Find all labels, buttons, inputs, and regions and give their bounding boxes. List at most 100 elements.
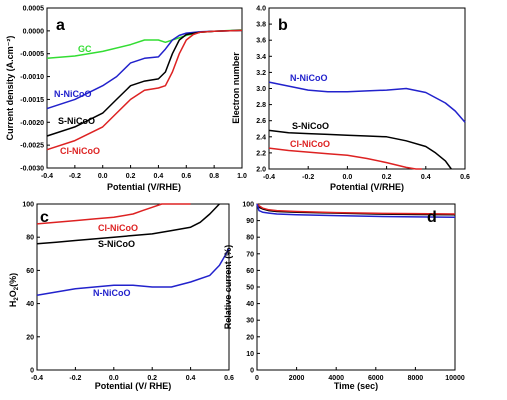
panel-c-x-tick-label: 0.6 — [224, 375, 234, 382]
panel-a-frame — [46, 7, 243, 169]
panel-d-x-tick-label: 8000 — [408, 375, 424, 382]
panel-a-y-axis-title: Current density (A.cm⁻²) — [5, 36, 15, 141]
panel-d-y-tick-label: 30 — [246, 318, 254, 325]
panel-d-y-tick-label: 20 — [246, 334, 254, 341]
panel-b-y-tick-label: 3.6 — [256, 38, 266, 45]
panel-a-label-cl-nicoo: Cl-NiCoO — [60, 146, 100, 156]
panel-c-y-tick-label: 80 — [26, 235, 34, 242]
panel-b-x-axis-title: Potential (V/RHE) — [330, 182, 404, 192]
panel-a-series-gc — [46, 29, 243, 60]
panel-d-x-axis-title: Time (sec) — [334, 381, 378, 391]
panel-b-x-tick-label: 0.0 — [343, 174, 353, 181]
panel-b-x-tick-label: 0.2 — [382, 174, 392, 181]
panel-b-y-axis-title: Electron number — [231, 52, 241, 124]
panel-c-x-tick-label: 0.2 — [147, 375, 157, 382]
panel-c-x-tick-label: 0.0 — [109, 375, 119, 382]
panel-b-y-tick-label: 3.4 — [256, 54, 266, 61]
panel-b-y-tick-label: 3.8 — [256, 22, 266, 29]
panel-d-x-tick-label: 0 — [255, 375, 259, 382]
panel-d-frame — [256, 203, 456, 371]
panel-b-label-cl-nicoo: Cl-NiCoO — [290, 139, 330, 149]
panel-a: -0.4 -0.2 0.0 0.2 0.4 0.6 0.8 1.0 0.0005 0.0000 -… — [5, 6, 247, 193]
panel-c-x-ticks: -0.4 -0.2 0.0 0.2 0.4 0.6 — [31, 367, 234, 382]
panel-a-x-tick-label: 0.2 — [126, 173, 136, 180]
panel-a-x-tick-label: 0.8 — [209, 173, 219, 180]
panel-a-y-tick-label: -0.0025 — [20, 143, 44, 150]
panel-b-y-tick-label: 3.0 — [256, 86, 266, 93]
panel-c-x-tick-label: 0.4 — [186, 375, 196, 382]
panel-b-x-tick-label: 0.6 — [460, 174, 470, 181]
panel-b-y-tick-label: 2.4 — [256, 134, 266, 141]
panel-b-y-ticks: 4.0 3.8 3.6 3.4 3.2 3.0 2.8 2.6 2.4 2.2 2.0 — [256, 6, 272, 174]
panel-c-x-tick-label: -0.4 — [31, 375, 43, 382]
panel-d-letter: d — [427, 209, 437, 226]
panel-c-x-axis-title: Potential (V/ RHE) — [95, 381, 172, 391]
panel-c-y-tick-label: 20 — [26, 334, 34, 341]
panel-c-series-cl-nicoo — [36, 203, 191, 225]
panel-a-y-tick-label: 0.0000 — [23, 28, 45, 35]
panel-c-letter: c — [40, 209, 49, 226]
panel-a-label-s-nicoo: S-NiCoO — [58, 116, 95, 126]
panel-b: -0.4 -0.2 0.0 0.2 0.4 0.6 4.0 3.8 3.6 3.4 3.2 3.0 2… — [231, 6, 470, 193]
panel-b-x-ticks: -0.4 -0.2 0.0 0.2 0.4 0.6 — [263, 166, 470, 181]
panel-b-y-tick-label: 2.0 — [256, 167, 266, 174]
panel-d-y-tick-label: 0 — [250, 368, 254, 375]
panel-c-y-tick-label: 0 — [30, 368, 34, 375]
panel-d-y-tick-label: 90 — [246, 218, 254, 225]
panel-a-x-axis-title: Potential (V/RHE) — [107, 182, 181, 192]
panel-c-frame — [36, 203, 230, 371]
panel-a-x-tick-label: 0.4 — [154, 173, 164, 180]
panel-a-y-tick-label: -0.0030 — [20, 166, 44, 173]
panel-c-y-axis-title: H2O2(%) — [8, 273, 20, 307]
panel-c-y-tick-label: 40 — [26, 301, 34, 308]
panel-d-series-s-nicoo — [256, 203, 456, 216]
panel-b-series-n-nicoo — [268, 81, 466, 123]
panel-a-letter: a — [56, 17, 65, 34]
panel-b-series-s-nicoo — [268, 129, 452, 170]
panel-c-y-ticks: 100 80 60 40 20 0 — [22, 202, 40, 375]
panel-a-x-tick-label: -0.2 — [69, 173, 81, 180]
panel-c-x-tick-label: -0.2 — [69, 375, 81, 382]
panel-d-y-tick-label: 50 — [246, 285, 254, 292]
panel-b-y-tick-label: 2.6 — [256, 118, 266, 125]
panel-d-y-tick-label: 80 — [246, 235, 254, 242]
panel-d-y-axis-title: Relative current (%) — [223, 245, 233, 330]
panel-b-y-tick-label: 3.2 — [256, 70, 266, 77]
panel-d-x-tick-label: 2000 — [289, 375, 305, 382]
panel-d-x-tick-label: 4000 — [328, 375, 344, 382]
panel-a-series-cl-nicoo — [46, 29, 243, 151]
panel-a-label-n-nicoo: N-NiCoO — [54, 89, 92, 99]
panel-d-y-tick-label: 100 — [242, 202, 254, 209]
panel-a-x-ticks: -0.4 -0.2 0.0 0.2 0.4 0.6 0.8 1.0 — [41, 165, 247, 180]
panel-d-y-tick-label: 60 — [246, 268, 254, 275]
panel-b-x-tick-label: 0.4 — [421, 174, 431, 181]
panel-a-lines — [46, 29, 243, 151]
panel-b-y-tick-label: 2.2 — [256, 150, 266, 157]
panel-b-y-tick-label: 4.0 — [256, 6, 266, 13]
panel-d: 0 2000 4000 6000 8000 10000 10090807060504030… — [223, 202, 465, 392]
panel-d-y-tick-label: 10 — [246, 351, 254, 358]
panel-a-y-tick-label: -0.0005 — [20, 51, 44, 58]
panel-c-lines — [36, 203, 230, 297]
panel-c-label-s-nicoo: S-NiCoO — [98, 239, 135, 249]
panel-d-lines — [256, 203, 456, 219]
panel-b-label-s-nicoo: S-NiCoO — [292, 121, 329, 131]
panel-c-label-n-nicoo: N-NiCoO — [93, 288, 131, 298]
panel-b-x-tick-label: -0.4 — [263, 174, 275, 181]
panel-c-y-tick-label: 100 — [22, 202, 34, 209]
panel-a-x-tick-label: 0.0 — [98, 173, 108, 180]
panel-a-y-tick-label: -0.0020 — [20, 120, 44, 127]
panel-d-y-tick-label: 70 — [246, 251, 254, 258]
panel-c-label-cl-nicoo: Cl-NiCoO — [98, 223, 138, 233]
panel-c: -0.4 -0.2 0.0 0.2 0.4 0.6 100 80 60 40 20 0 Potent… — [8, 202, 234, 392]
panel-d-series-n-nicoo — [256, 203, 456, 219]
panel-a-x-tick-label: 1.0 — [237, 173, 247, 180]
panel-a-y-ticks: 0.0005 0.0000 -0.0005 -0.0010 -0.0015 -0.0020… — [20, 6, 50, 173]
panel-d-y-tick-label: 40 — [246, 301, 254, 308]
panel-a-y-tick-label: -0.0015 — [20, 97, 44, 104]
panel-c-y-tick-label: 60 — [26, 268, 34, 275]
panel-c-series-s-nicoo — [36, 203, 220, 245]
panel-d-x-ticks: 0 2000 4000 6000 8000 10000 — [255, 367, 465, 382]
